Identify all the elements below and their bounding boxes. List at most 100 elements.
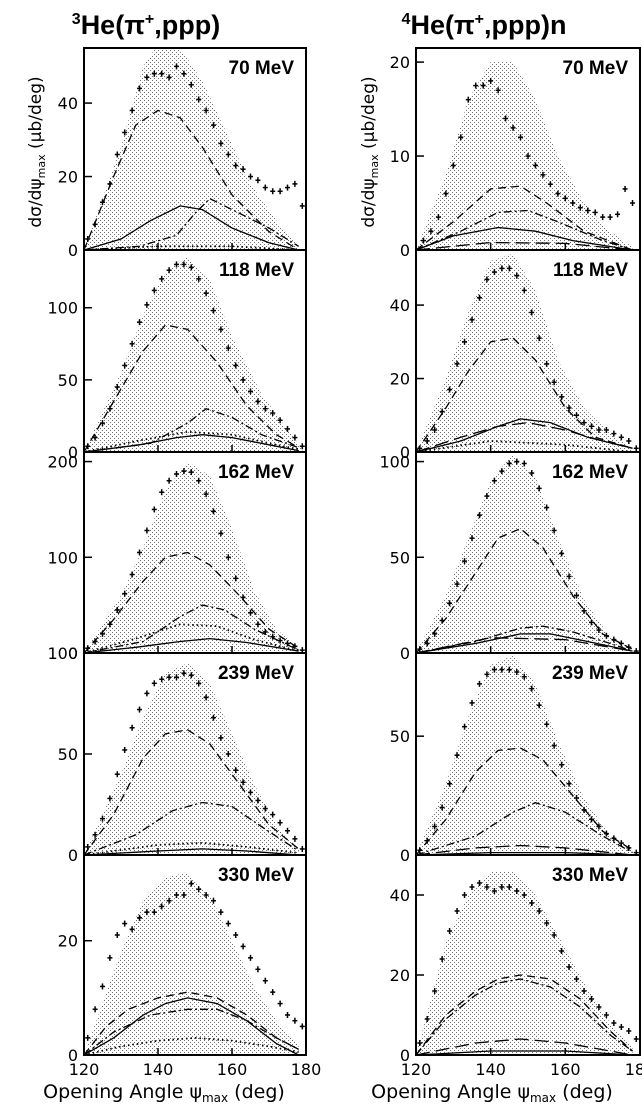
data-point [574,794,580,801]
data-point [166,674,172,681]
data-point [299,1023,305,1030]
data-point [277,637,283,644]
data-point [107,621,113,628]
curve-dashed [416,337,633,452]
data-point [465,96,471,103]
data-point [618,434,624,441]
data-point [129,107,135,114]
data-point [454,908,460,914]
curve-solid [84,637,299,653]
data-point [603,632,609,639]
curve-dashdot [84,197,299,250]
data-point [514,888,520,894]
data-point [144,690,150,697]
data-point [574,592,580,599]
data-point [503,115,509,122]
data-point [188,672,194,679]
data-point [417,1040,423,1046]
data-point [107,405,113,412]
y-axis-label-right: dσ/dψmax (μb/deg) [359,76,381,227]
data-point [211,122,216,129]
data-point [514,458,520,465]
plot-area [416,655,639,855]
panel-10: 0 20 40 120 140 160 180 330 MeV [390,854,642,1079]
data-point [144,527,150,534]
plot-area [84,257,305,452]
data-point [491,888,497,894]
data-point [92,638,98,645]
y-tick-label: 0 [68,443,78,462]
data-point [114,384,120,391]
data-point [420,237,426,244]
data-point [432,988,438,994]
panels: 0 20 40 70 MeV 0 10 20 70 MeV 0 50 100 118 MeV 0 20 40… [47,47,642,1079]
data-point [588,619,594,626]
data-point [270,410,276,417]
y-tick-label: 100 [379,453,410,472]
data-point [129,926,135,933]
data-point [469,699,475,706]
data-point [144,909,150,916]
data-point [484,884,490,890]
energy-label: 70 MeV [229,58,295,79]
data-point [447,600,453,607]
y-tick-label: 100 [47,644,78,663]
data-point [432,630,438,637]
data-point [144,74,150,81]
shaded-region [416,453,633,653]
data-point [225,554,231,561]
data-point [255,398,261,405]
data-point [248,609,253,616]
data-point [439,617,445,624]
data-point [151,287,157,294]
plot-area [416,62,636,250]
data-point [454,752,460,759]
data-point [174,261,179,268]
data-point [615,211,621,218]
curve-solid [416,226,633,250]
data-point [122,590,128,597]
data-point [529,900,535,906]
data-point [547,181,553,188]
plot-area [84,663,305,855]
data-point [85,235,91,242]
data-point [248,789,253,796]
data-point [114,932,120,938]
curve-dashdot [84,604,299,653]
curve-longdash [416,241,633,250]
data-point [129,571,135,578]
data-point [174,674,179,681]
data-point [551,742,557,749]
data-point [518,134,524,141]
curve-solid [416,418,633,452]
x-tick-label: 140 [475,1060,506,1079]
data-point [581,419,587,426]
data-point [462,338,468,345]
data-point [292,180,298,187]
y-tick-label: 0 [400,644,410,663]
data-point [203,491,209,498]
data-point [529,685,535,692]
energy-label: 330 MeV [218,865,294,886]
data-point [633,445,639,452]
data-point [476,880,482,886]
data-point [484,276,490,283]
y-tick-label: 100 [47,548,78,567]
data-point [447,928,453,934]
curve-dashdot [416,802,633,855]
data-point [588,996,594,1002]
data-point [592,209,598,216]
data-point [499,265,505,272]
data-point [188,469,194,476]
shaded-region [84,257,303,452]
data-point [174,63,179,70]
data-point [555,190,561,197]
data-point [559,393,565,400]
data-point [432,426,438,433]
data-point [211,897,216,904]
y-tick-label: 20 [58,168,78,187]
y-tick-label: 10 [390,147,410,166]
data-point [424,1016,430,1022]
